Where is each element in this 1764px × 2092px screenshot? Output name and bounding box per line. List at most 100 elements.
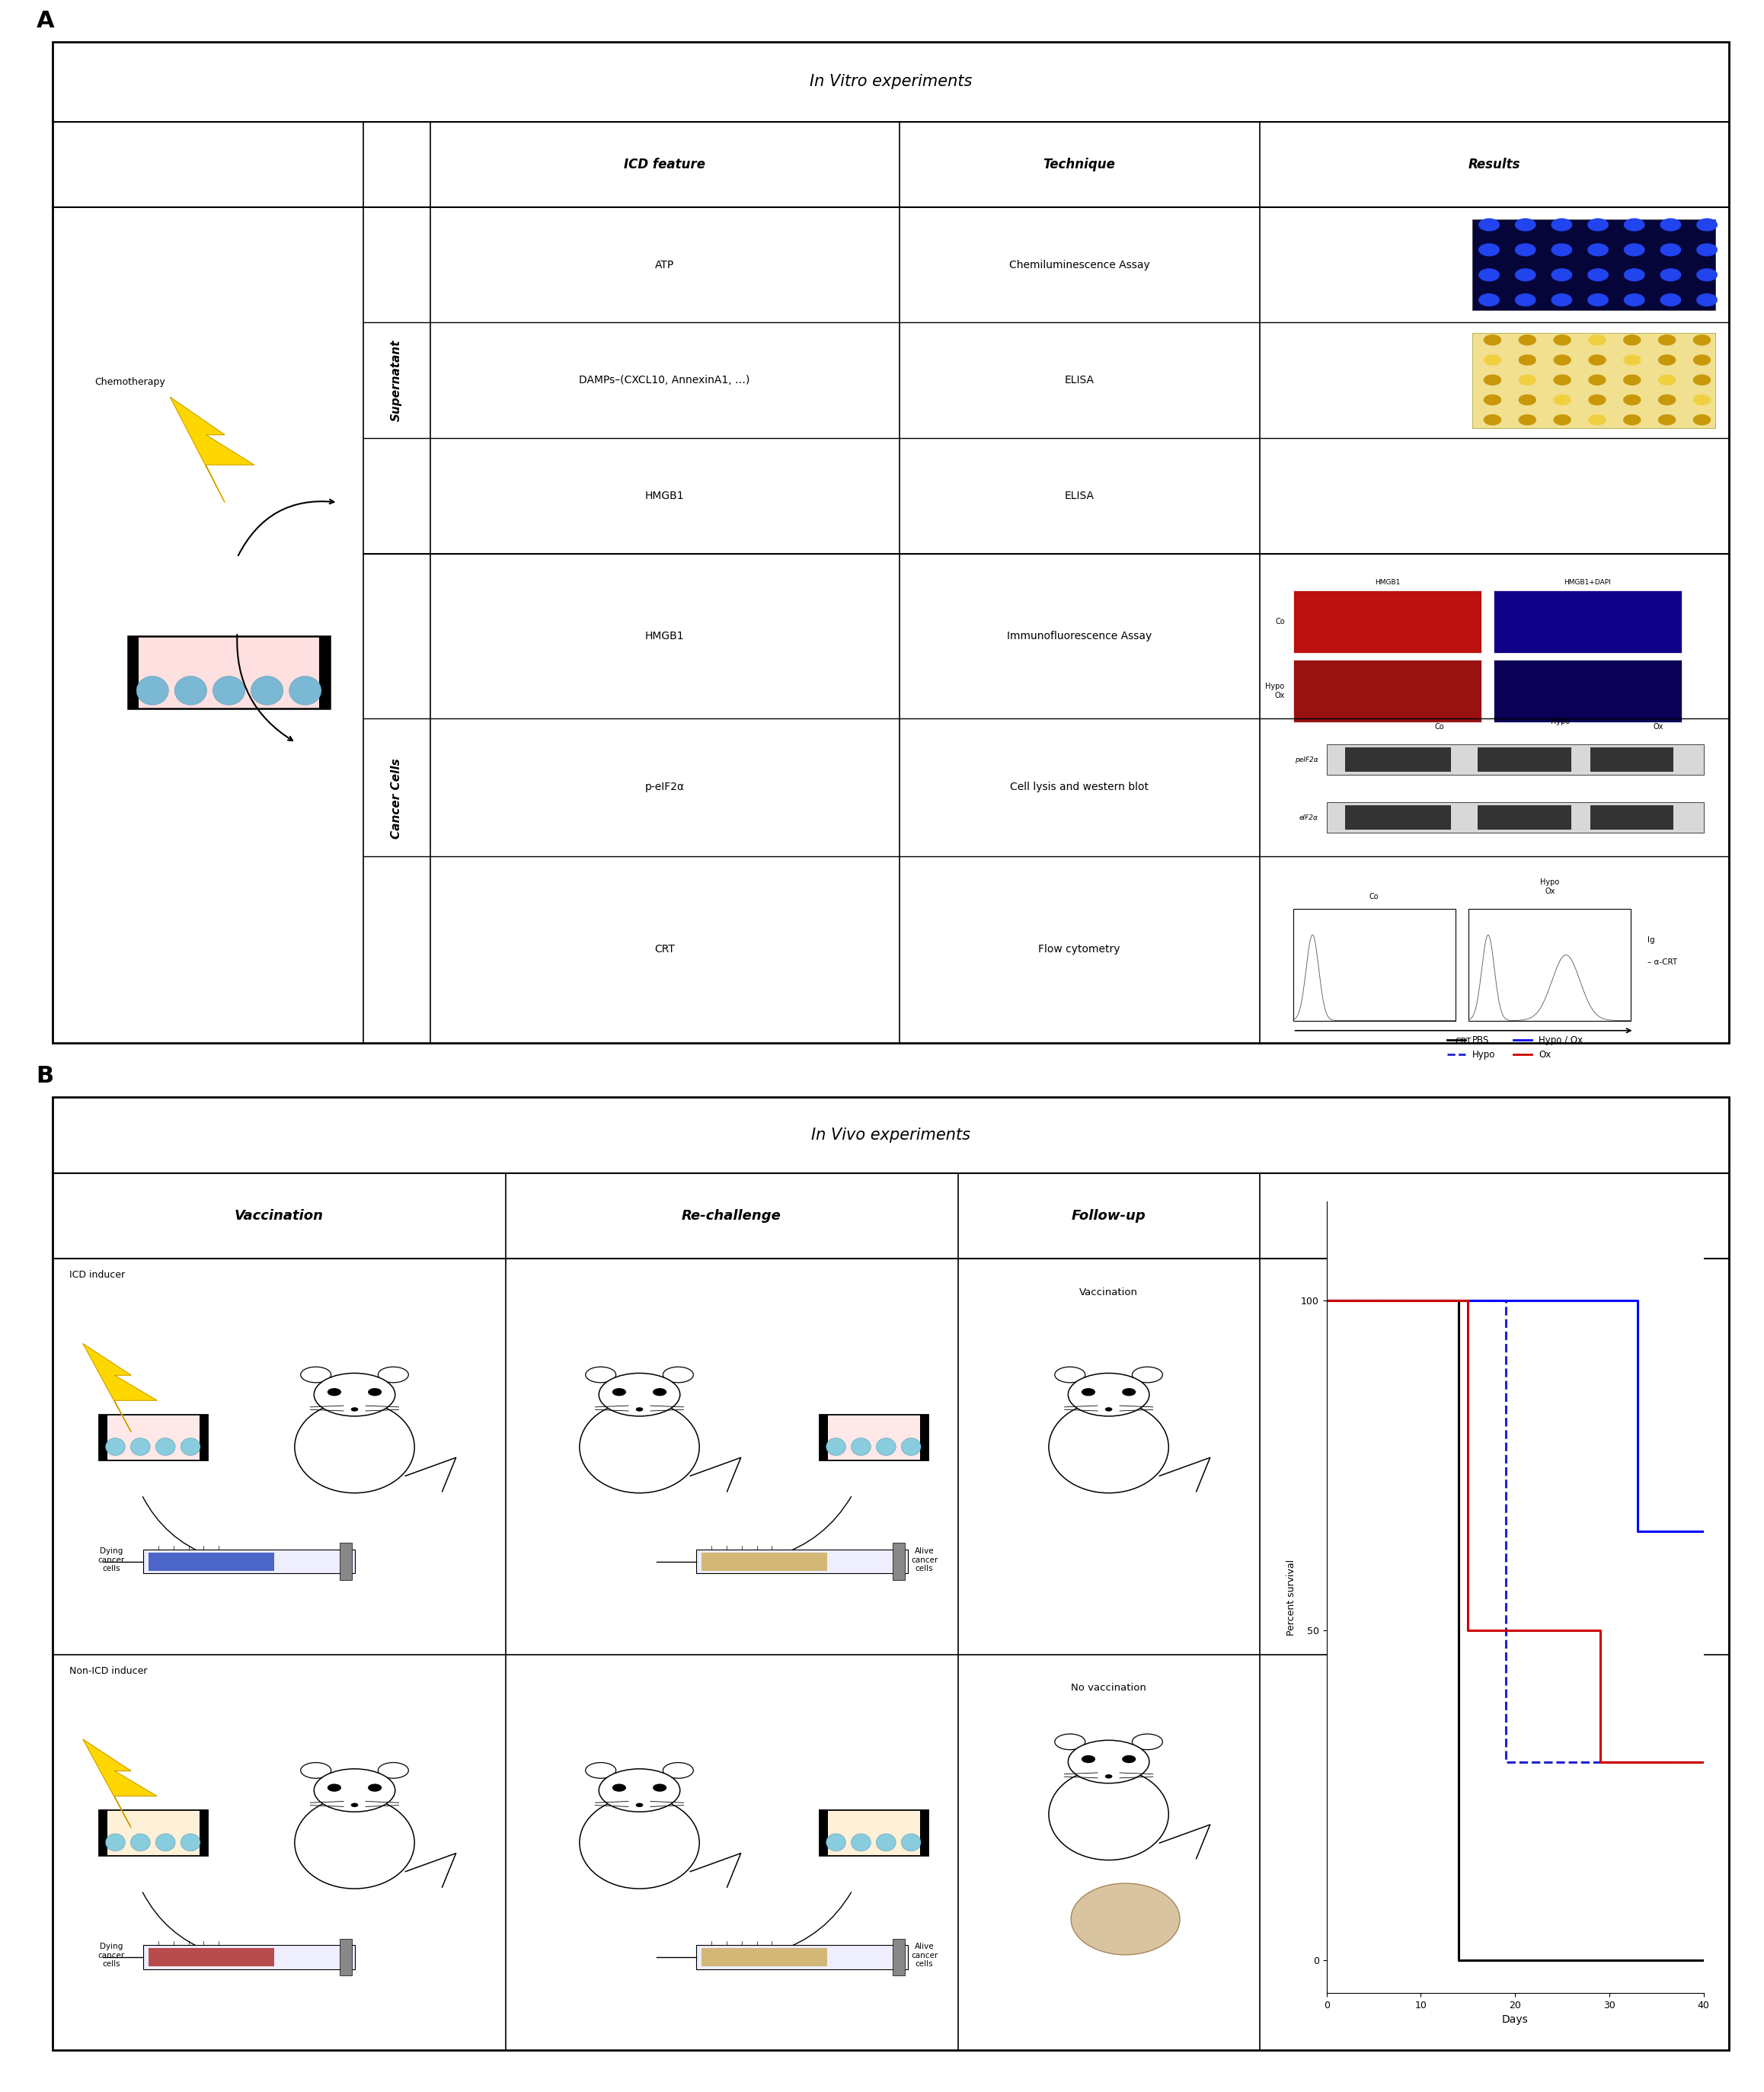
- FancyBboxPatch shape: [1494, 590, 1681, 653]
- Circle shape: [1589, 356, 1605, 364]
- Text: Co: Co: [1369, 893, 1379, 902]
- Text: Ox: Ox: [1653, 724, 1663, 730]
- Text: – α-CRT: – α-CRT: [1648, 958, 1678, 967]
- Text: Follow-up: Follow-up: [1071, 1209, 1147, 1222]
- Polygon shape: [83, 1343, 157, 1431]
- Text: DAMPs–(CXCL10, AnnexinA1, …): DAMPs–(CXCL10, AnnexinA1, …): [579, 374, 750, 385]
- Circle shape: [1660, 245, 1681, 255]
- FancyBboxPatch shape: [148, 1552, 273, 1571]
- Circle shape: [612, 1784, 626, 1791]
- Text: peIF2α: peIF2α: [1295, 757, 1318, 764]
- Circle shape: [1554, 414, 1570, 425]
- FancyBboxPatch shape: [1327, 745, 1704, 774]
- Text: Cell lysis and western blot: Cell lysis and western blot: [1011, 782, 1148, 793]
- Circle shape: [1623, 374, 1641, 385]
- Ellipse shape: [901, 1437, 921, 1456]
- Circle shape: [1515, 270, 1535, 280]
- Circle shape: [1519, 395, 1536, 406]
- Text: ICD inducer: ICD inducer: [71, 1270, 125, 1280]
- FancyBboxPatch shape: [893, 1939, 905, 1975]
- Circle shape: [1589, 374, 1605, 385]
- Ellipse shape: [295, 1797, 415, 1889]
- Text: B: B: [37, 1065, 53, 1088]
- Ellipse shape: [131, 1835, 150, 1851]
- Text: In Vivo experiments: In Vivo experiments: [811, 1128, 970, 1142]
- Ellipse shape: [155, 1437, 175, 1456]
- FancyBboxPatch shape: [143, 1946, 355, 1969]
- Text: No vaccination: No vaccination: [1071, 1684, 1147, 1692]
- Text: Alive
cancer
cells: Alive cancer cells: [910, 1943, 938, 1969]
- Circle shape: [1693, 356, 1711, 364]
- Text: Supernatant: Supernatant: [392, 339, 402, 420]
- Circle shape: [1623, 335, 1641, 345]
- Ellipse shape: [377, 1366, 409, 1383]
- Text: Vaccination: Vaccination: [235, 1209, 325, 1222]
- Circle shape: [1554, 395, 1570, 406]
- FancyBboxPatch shape: [1327, 803, 1704, 833]
- Circle shape: [1519, 356, 1536, 364]
- Ellipse shape: [586, 1764, 616, 1778]
- Circle shape: [1478, 293, 1499, 305]
- FancyBboxPatch shape: [99, 1414, 108, 1460]
- Circle shape: [1623, 356, 1641, 364]
- FancyBboxPatch shape: [129, 636, 138, 709]
- Circle shape: [1478, 270, 1499, 280]
- Text: Re-challenge: Re-challenge: [681, 1209, 781, 1222]
- Ellipse shape: [877, 1437, 896, 1456]
- Circle shape: [1697, 270, 1716, 280]
- Circle shape: [1515, 245, 1535, 255]
- Text: HMGB1+DAPI: HMGB1+DAPI: [1565, 579, 1611, 586]
- Ellipse shape: [1055, 1734, 1085, 1749]
- FancyBboxPatch shape: [148, 1948, 273, 1966]
- Circle shape: [1588, 245, 1609, 255]
- FancyBboxPatch shape: [893, 1544, 905, 1579]
- Ellipse shape: [136, 676, 169, 705]
- Ellipse shape: [586, 1366, 616, 1383]
- Ellipse shape: [826, 1835, 845, 1851]
- FancyBboxPatch shape: [339, 1544, 353, 1579]
- Ellipse shape: [1132, 1366, 1162, 1383]
- Circle shape: [1554, 356, 1570, 364]
- Circle shape: [1589, 395, 1605, 406]
- Text: Dying
cancer
cells: Dying cancer cells: [99, 1943, 125, 1969]
- Text: Co: Co: [1434, 724, 1445, 730]
- Circle shape: [1623, 414, 1641, 425]
- FancyBboxPatch shape: [99, 1414, 208, 1460]
- FancyBboxPatch shape: [921, 1414, 928, 1460]
- FancyBboxPatch shape: [1346, 747, 1452, 772]
- FancyBboxPatch shape: [1478, 747, 1572, 772]
- Ellipse shape: [300, 1764, 332, 1778]
- FancyBboxPatch shape: [820, 1810, 827, 1856]
- Ellipse shape: [300, 1366, 332, 1383]
- Circle shape: [1519, 374, 1536, 385]
- Circle shape: [1697, 220, 1716, 230]
- FancyBboxPatch shape: [1469, 908, 1632, 1021]
- Circle shape: [1660, 293, 1681, 305]
- Circle shape: [1484, 414, 1501, 425]
- Ellipse shape: [663, 1764, 693, 1778]
- Circle shape: [1478, 220, 1499, 230]
- Circle shape: [1658, 356, 1676, 364]
- Text: Hypo
Ox: Hypo Ox: [1540, 879, 1559, 895]
- Text: Flow cytometry: Flow cytometry: [1039, 943, 1120, 954]
- Circle shape: [1589, 414, 1605, 425]
- Circle shape: [369, 1784, 381, 1791]
- Circle shape: [1484, 356, 1501, 364]
- Text: Experimental results: Experimental results: [1413, 1209, 1575, 1222]
- Text: Hypo: Hypo: [1551, 718, 1570, 726]
- Circle shape: [635, 1408, 644, 1412]
- Ellipse shape: [250, 676, 284, 705]
- Circle shape: [1484, 335, 1501, 345]
- Text: HMGB1: HMGB1: [1374, 579, 1401, 586]
- FancyBboxPatch shape: [1478, 805, 1572, 831]
- Text: CRT: CRT: [654, 943, 676, 954]
- Text: Chemiluminescence Assay: Chemiluminescence Assay: [1009, 259, 1150, 270]
- Ellipse shape: [175, 676, 206, 705]
- Ellipse shape: [314, 1372, 395, 1416]
- Ellipse shape: [1071, 1883, 1180, 1954]
- Circle shape: [351, 1803, 358, 1807]
- Circle shape: [653, 1389, 667, 1395]
- Circle shape: [351, 1408, 358, 1412]
- Circle shape: [1625, 220, 1644, 230]
- Text: HMGB1: HMGB1: [646, 632, 684, 642]
